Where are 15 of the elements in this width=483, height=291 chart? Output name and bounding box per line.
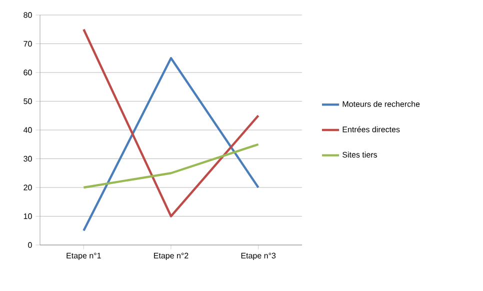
x-tick-label: Etape n°1 bbox=[66, 252, 101, 260]
y-tick-label: 0 bbox=[28, 242, 32, 248]
legend-label: Sites tiers bbox=[342, 152, 378, 158]
y-tick-label: 40 bbox=[23, 127, 32, 133]
legend-label: Entrées directes bbox=[342, 126, 400, 132]
y-tick-label: 30 bbox=[24, 156, 32, 162]
y-tick-label: 50 bbox=[24, 98, 32, 104]
x-tick-label: Etape n°3 bbox=[241, 252, 276, 260]
x-tick-label: Etape n°2 bbox=[154, 252, 188, 260]
y-tick-label: 70 bbox=[24, 40, 32, 47]
y-tick-label: 10 bbox=[24, 213, 32, 220]
y-tick-label: 80 bbox=[24, 12, 32, 18]
y-tick-label: 60 bbox=[24, 70, 32, 76]
legend-label: Moteurs de recherche bbox=[342, 100, 420, 107]
y-tick-label: 20 bbox=[24, 184, 32, 190]
